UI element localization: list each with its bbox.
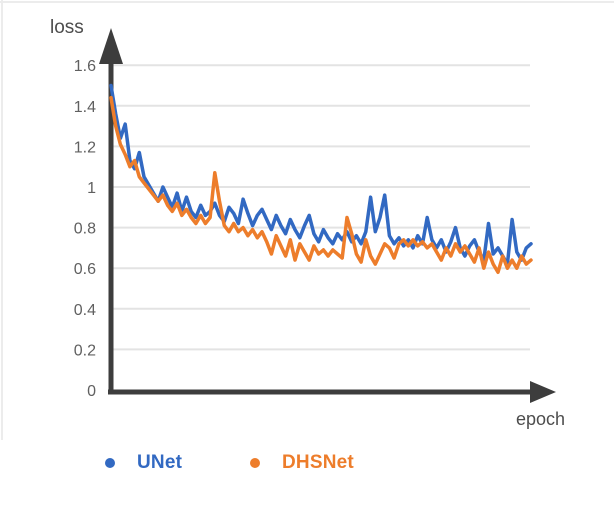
y-tick-label: 1 [87,180,96,197]
x-axis-arrowhead [530,381,556,403]
y-tick-label: 0 [87,383,96,400]
y-tick-label: 0.6 [74,261,96,278]
y-tick-label: 0.8 [74,221,96,238]
unet-legend-label: UNet [137,452,183,473]
dhsnet-legend-marker-icon [250,458,260,468]
chart-legend: UNet DHSNet [0,450,614,476]
y-tick-label: 1.6 [74,58,96,75]
y-tick-label: 0.2 [74,342,96,359]
y-axis-arrowhead [99,28,123,64]
legend-item-unet: UNet [105,450,182,476]
y-tick-label: 0.4 [74,302,96,319]
y-axis-tick-labels: 1.6 1.4 1.2 1 0.8 0.6 0.4 0.2 0 [74,58,96,400]
dhsnet-legend-label: DHSNet [282,452,354,473]
y-axis-title: loss [50,17,84,38]
y-tick-label: 1.4 [74,99,96,116]
gridlines [113,64,530,351]
unet-legend-marker-icon [105,458,115,468]
legend-item-dhsnet: DHSNet [250,450,354,476]
figure-top-border [0,1,614,3]
figure-left-border [1,0,3,440]
y-tick-label: 1.2 [74,139,96,156]
series-lines [109,83,533,275]
x-axis-title: epoch [516,409,565,429]
unet-loss-line [109,83,533,266]
dhsnet-loss-line [109,95,533,275]
loss-vs-epoch-chart: 1.6 1.4 1.2 1 0.8 0.6 0.4 0.2 0 loss epoch [50,17,565,429]
